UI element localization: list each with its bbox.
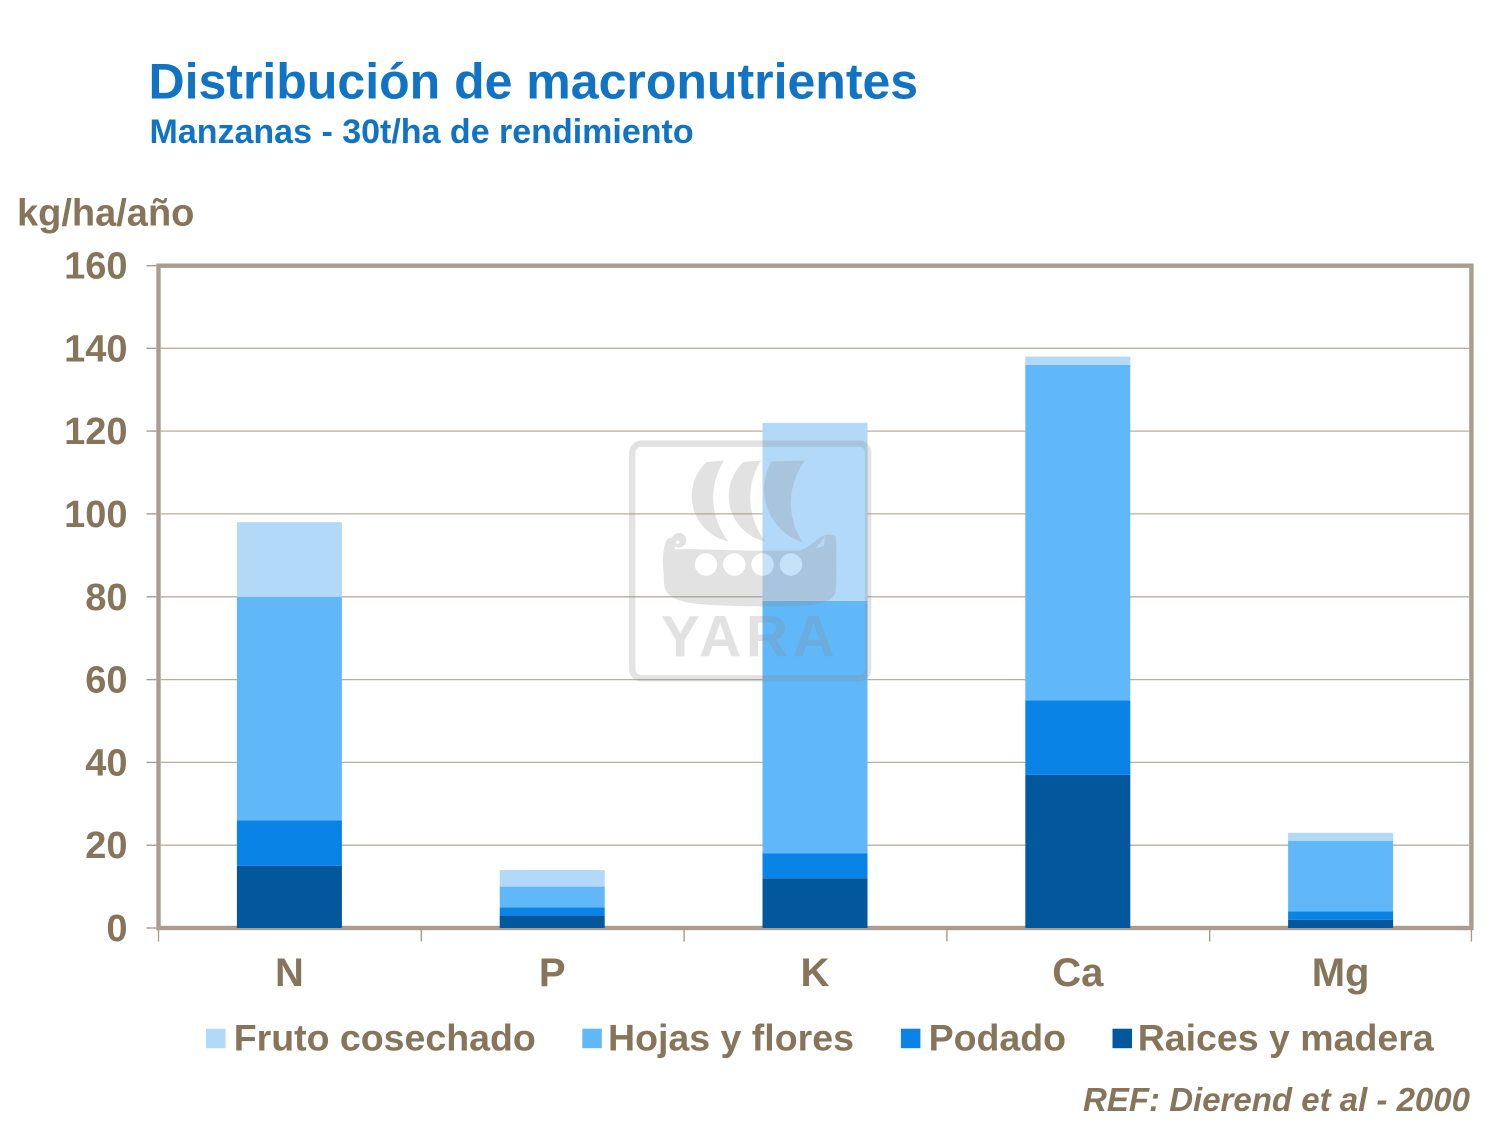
svg-text:N: N [275,951,304,995]
svg-text:P: P [539,951,566,995]
svg-text:80: 80 [85,577,127,619]
svg-text:Mg: Mg [1312,951,1370,995]
svg-text:Manzanas - 30t/ha de rendimien: Manzanas - 30t/ha de rendimiento [150,113,694,151]
svg-text:Podado: Podado [929,1017,1067,1059]
svg-text:100: 100 [64,494,127,536]
svg-text:K: K [801,951,830,995]
svg-text:Ca: Ca [1052,951,1104,995]
svg-text:140: 140 [64,328,127,370]
svg-text:Raices y madera: Raices y madera [1138,1017,1435,1059]
svg-text:20: 20 [85,825,127,867]
svg-text:REF: Dierend et al - 2000: REF: Dierend et al - 2000 [1083,1081,1471,1118]
svg-text:kg/ha/año: kg/ha/año [17,193,194,235]
svg-text:YARA: YARA [661,605,839,670]
svg-text:Distribución de macronutriente: Distribución de macronutrientes [149,53,919,109]
svg-text:60: 60 [85,660,127,702]
svg-text:120: 120 [64,411,127,453]
svg-text:160: 160 [64,246,127,288]
svg-text:0: 0 [106,908,127,950]
svg-text:Fruto cosechado: Fruto cosechado [234,1017,536,1059]
svg-text:40: 40 [85,742,127,784]
svg-text:Hojas y flores: Hojas y flores [608,1017,854,1059]
